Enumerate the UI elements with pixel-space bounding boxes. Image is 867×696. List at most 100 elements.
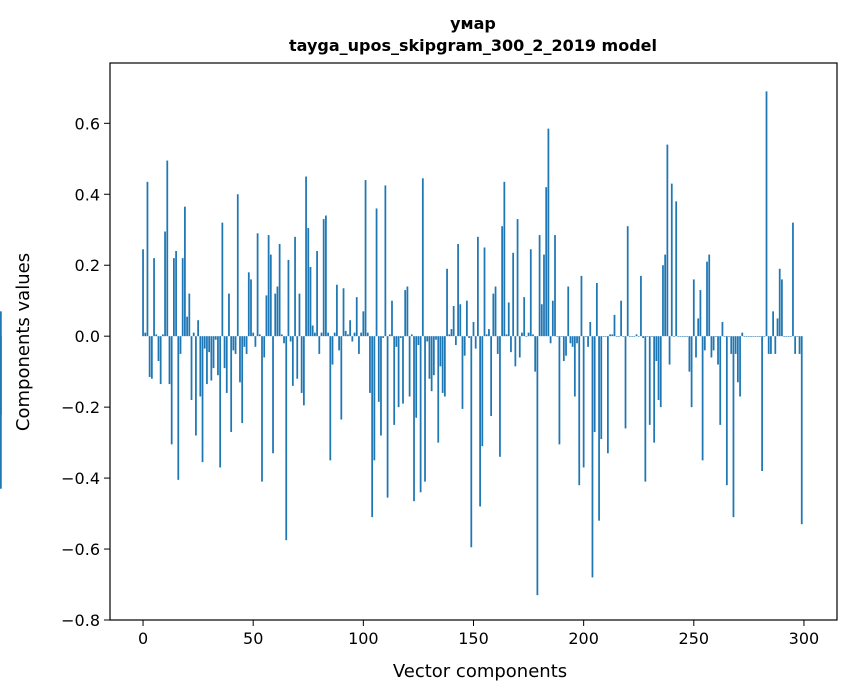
bar-84 (327, 332, 329, 337)
bar-23 (192, 332, 195, 337)
bar-222 (631, 336, 633, 337)
bar-undefined (0, 336, 2, 337)
bar-73 (302, 336, 305, 406)
bar-49 (250, 279, 252, 337)
bar-59 (272, 336, 274, 454)
bar-41 (232, 336, 235, 351)
bar-170 (516, 219, 519, 337)
bar-54 (261, 336, 263, 482)
plot-frame (109, 62, 838, 621)
bar-279 (756, 336, 759, 337)
bar-201 (584, 336, 587, 337)
bar-98 (358, 336, 360, 354)
bar-235 (659, 336, 662, 408)
bar-220 (626, 226, 629, 337)
bar-292 (785, 336, 788, 337)
bar-6 (155, 334, 158, 337)
bar-85 (329, 336, 332, 461)
bar-205 (593, 336, 596, 432)
bar-184 (547, 128, 550, 337)
bar-296 (794, 336, 797, 354)
bar-39 (228, 293, 230, 337)
bar-114 (393, 336, 396, 425)
bar-202 (587, 336, 589, 347)
bar-68 (291, 336, 294, 386)
bar-36 (221, 222, 224, 337)
bar-172 (521, 332, 523, 337)
bar-151 (474, 336, 477, 349)
bar-265 (725, 336, 728, 486)
bar-57 (267, 235, 270, 337)
y-axis-ticks: −0.8 −0.6 −0.4 −0.2 0.0 0.2 0.4 0.6 (61, 114, 110, 630)
bar-131 (430, 336, 433, 392)
bar-266 (728, 336, 730, 337)
x-tick-label: 300 (789, 629, 820, 648)
bar-180 (538, 235, 541, 337)
bar-123 (413, 336, 415, 502)
y-tick-label: −0.4 (61, 469, 100, 488)
bar-20 (186, 316, 188, 337)
bar-164 (503, 181, 506, 337)
bar-273 (743, 336, 746, 337)
bar-256 (706, 261, 708, 337)
bar-18 (181, 258, 184, 337)
bar-121 (408, 336, 411, 397)
bar-221 (629, 336, 631, 337)
bar-112 (388, 334, 391, 337)
bar-246 (684, 336, 686, 337)
bar-290 (781, 279, 783, 337)
bar-191 (562, 336, 565, 362)
bar-276 (750, 336, 752, 337)
bar-156 (485, 334, 488, 337)
bar-135 (439, 336, 442, 367)
bar-199 (580, 275, 583, 337)
bar-115 (395, 336, 398, 347)
bar-232 (653, 336, 656, 443)
bar-261 (717, 336, 719, 365)
bar-125 (417, 336, 420, 346)
bar-88 (336, 284, 338, 337)
bar-270 (736, 336, 739, 383)
bar-155 (483, 247, 486, 337)
bar-263 (721, 321, 724, 337)
bar-237 (664, 254, 667, 337)
bar-83 (325, 215, 327, 337)
bar-243 (677, 336, 680, 337)
bar-247 (686, 336, 689, 337)
bar-58 (269, 254, 272, 337)
bar-168 (512, 252, 515, 337)
bar-106 (375, 208, 378, 337)
bar-93 (347, 334, 349, 337)
bar-299 (800, 336, 803, 525)
bar-267 (730, 336, 733, 354)
bar-281 (761, 336, 763, 471)
bar-120 (406, 286, 409, 337)
bar-162 (499, 336, 501, 457)
x-tick-label: 100 (348, 629, 379, 648)
bar-118 (402, 336, 404, 404)
bar-229 (646, 336, 649, 337)
y-tick-label: −0.8 (61, 611, 100, 630)
bar-269 (734, 336, 737, 354)
bar-60 (274, 293, 277, 337)
bar-282 (763, 336, 766, 337)
bar-142 (454, 336, 457, 346)
bar-5 (153, 258, 155, 337)
bar-series (0, 91, 803, 596)
bar-52 (256, 233, 259, 337)
bar-134 (437, 336, 440, 443)
bar-274 (745, 336, 748, 337)
bar-104 (371, 336, 374, 518)
bar-127 (421, 178, 424, 337)
bar-undefined (0, 336, 2, 415)
bar-259 (712, 336, 715, 351)
bar-61 (276, 286, 279, 337)
bar-278 (754, 336, 757, 337)
bar-204 (591, 336, 594, 578)
bar-71 (298, 293, 301, 337)
bar-117 (399, 336, 402, 338)
bar-27 (201, 336, 204, 463)
bar-76 (309, 267, 312, 337)
bar-63 (280, 334, 283, 337)
